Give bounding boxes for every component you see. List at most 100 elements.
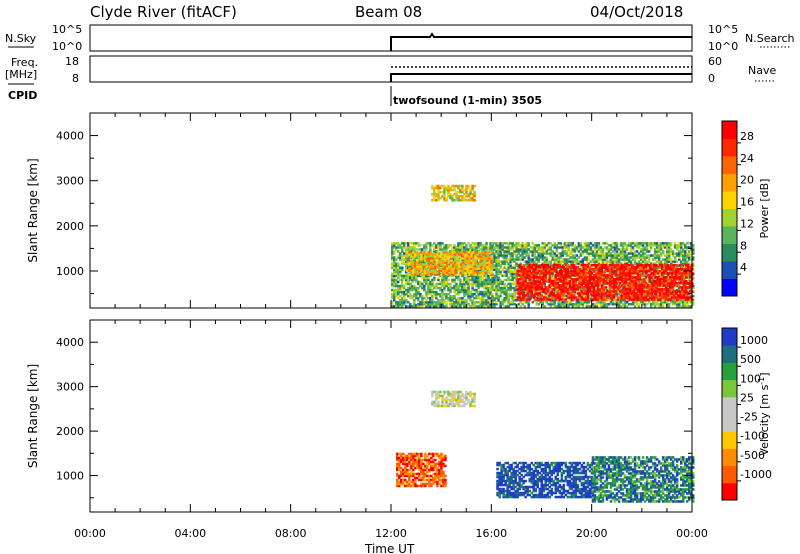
power-cell [687,286,690,289]
power-cell [515,256,518,259]
power-cell [542,276,545,279]
power-cell [590,276,594,279]
power-cell [684,250,687,253]
power-cell [560,265,564,269]
power-cell [469,299,472,302]
power-cell [430,269,433,272]
power-cell [491,276,494,280]
power-cell [457,244,460,247]
power-cell [393,282,396,286]
power-cell [620,265,624,269]
power-cell [689,296,692,299]
power-cell [688,246,691,249]
power-cell [608,273,612,277]
power-cell [680,248,683,251]
power-cell [670,267,674,271]
power-cell [689,282,692,285]
power-cell [631,252,635,255]
power-cell [653,244,657,247]
power-cell [670,273,674,277]
power-cell [621,305,625,308]
power-cell [567,244,571,247]
power-cell [461,246,464,249]
power-cell [628,273,632,277]
power-cell [612,267,616,271]
power-cell [491,301,494,304]
power-cell [652,290,656,293]
power-cell [521,254,524,257]
power-cell [436,255,439,258]
power-cell [615,246,619,249]
power-cell [441,242,444,245]
power-cell [683,290,686,293]
power-cell [539,256,542,259]
power-cell [624,288,628,291]
power-cell [518,288,521,291]
power-cell [399,286,402,290]
power-cell [455,276,458,280]
power-cell [425,305,428,308]
power-cell [542,267,545,271]
power-cell [533,260,536,263]
power-cell [483,278,486,282]
power-cell [672,269,676,273]
power-cell [585,256,589,259]
power-cell [545,250,548,253]
power-cell [453,248,456,251]
power-cell [618,265,622,269]
power-cell [463,246,466,249]
power-cell [467,248,470,251]
power-cell [537,248,540,251]
power-cell [519,301,522,304]
power-cell [567,248,571,251]
power-cell [507,299,510,302]
power-cell [578,269,582,273]
power-cell [535,262,538,265]
power-cell [516,280,519,283]
power-cell [550,290,553,293]
power-cell [571,260,575,263]
power-cell [676,296,680,299]
power-cell [556,282,559,285]
power-cell [491,242,494,245]
power-cell [611,242,615,245]
power-cell [391,272,394,276]
power-cell [582,278,586,281]
power-cell [575,248,579,251]
power-cell [395,303,398,306]
power-cell [457,288,460,292]
power-cell [615,256,619,259]
power-cell [434,255,437,258]
power-cell [675,301,679,304]
power-cell [670,286,674,289]
power-cell [645,260,649,263]
power-cell [563,246,567,249]
power-cell [534,263,537,267]
power-cell [417,286,420,290]
power-cell [571,254,575,257]
power-cell [532,267,535,271]
power-cell [591,305,595,308]
power-cell [443,284,446,288]
power-cell [536,278,539,281]
power-cell [461,286,464,290]
power-cell [664,298,668,301]
power-cell [567,258,571,261]
power-cell [690,254,693,257]
power-cell [407,288,410,292]
power-cell [471,294,474,298]
power-cell [449,186,452,190]
power-cell [427,290,430,294]
power-cell [685,294,688,297]
power-cell [426,265,429,268]
power-cell [526,271,529,275]
power-cell [587,252,591,255]
power-cell [545,260,548,263]
power-cell [507,286,510,290]
power-cell [429,296,432,300]
power-cell [616,288,620,291]
power-cell [541,254,544,257]
power-cell [610,267,614,271]
power-cell [657,262,661,265]
power-cell [575,258,579,261]
